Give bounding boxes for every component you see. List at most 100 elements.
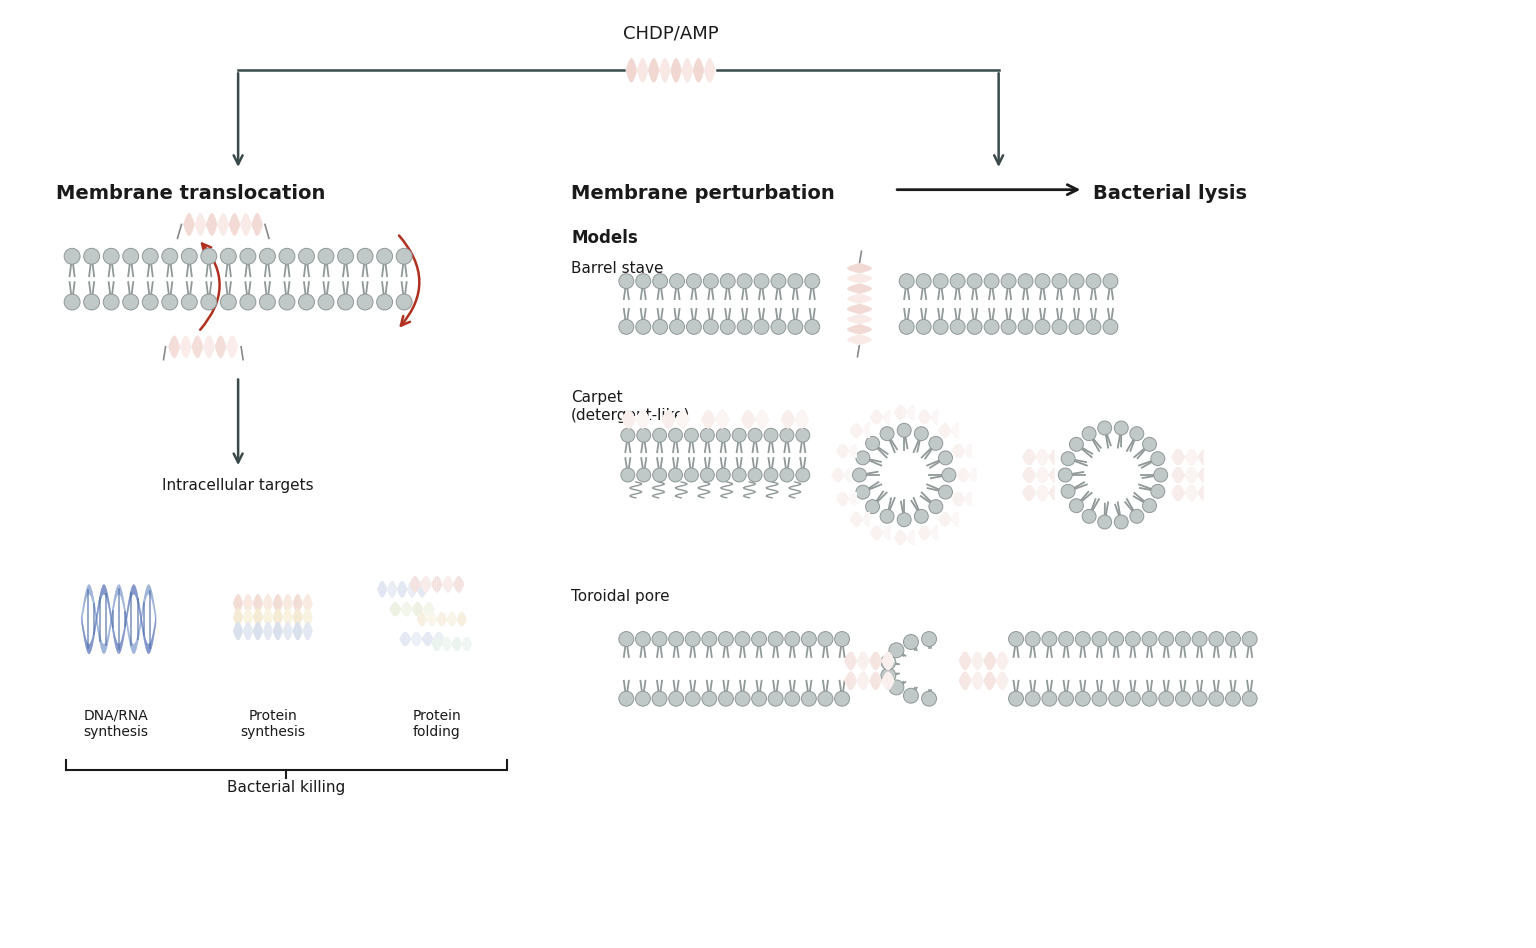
Circle shape (1009, 691, 1023, 706)
Circle shape (1209, 631, 1224, 647)
Circle shape (934, 319, 948, 335)
Circle shape (1150, 451, 1164, 465)
Text: Models: Models (571, 229, 637, 247)
Circle shape (889, 680, 903, 695)
Circle shape (1192, 691, 1207, 706)
Circle shape (880, 427, 894, 441)
Circle shape (736, 631, 750, 647)
Circle shape (720, 274, 736, 288)
Circle shape (1069, 319, 1084, 335)
Circle shape (668, 631, 684, 647)
Circle shape (1035, 274, 1051, 288)
Circle shape (1175, 691, 1190, 706)
Circle shape (685, 428, 699, 442)
Circle shape (763, 428, 777, 442)
Circle shape (1083, 509, 1097, 523)
Circle shape (181, 248, 197, 264)
Circle shape (1109, 691, 1124, 706)
Circle shape (968, 274, 982, 288)
Circle shape (358, 294, 373, 310)
Text: Carpet
(detergent-like): Carpet (detergent-like) (571, 391, 691, 423)
Circle shape (280, 248, 295, 264)
Circle shape (670, 274, 685, 288)
Circle shape (903, 634, 919, 649)
Circle shape (83, 248, 100, 264)
Circle shape (1103, 319, 1118, 335)
Circle shape (751, 691, 766, 706)
Circle shape (1025, 631, 1040, 647)
Circle shape (938, 485, 952, 499)
Circle shape (915, 319, 931, 335)
Circle shape (889, 643, 903, 658)
Circle shape (668, 691, 684, 706)
Circle shape (1143, 499, 1157, 513)
Circle shape (143, 248, 158, 264)
Circle shape (396, 294, 412, 310)
Circle shape (922, 691, 937, 706)
Circle shape (880, 668, 895, 683)
Circle shape (65, 248, 80, 264)
Circle shape (298, 294, 315, 310)
Circle shape (802, 631, 816, 647)
Circle shape (805, 274, 820, 288)
Circle shape (899, 274, 914, 288)
Circle shape (1114, 421, 1129, 435)
Circle shape (1130, 427, 1144, 441)
Circle shape (754, 274, 770, 288)
Circle shape (396, 248, 412, 264)
Circle shape (298, 248, 315, 264)
Circle shape (1001, 319, 1015, 335)
Circle shape (929, 500, 943, 514)
Circle shape (719, 631, 733, 647)
Circle shape (83, 294, 100, 310)
Text: Toroidal pore: Toroidal pore (571, 590, 670, 604)
Text: DNA/RNA
synthesis: DNA/RNA synthesis (83, 708, 149, 738)
Circle shape (1018, 319, 1034, 335)
Circle shape (780, 428, 794, 442)
Circle shape (1092, 631, 1107, 647)
Text: Membrane perturbation: Membrane perturbation (571, 184, 836, 203)
Circle shape (1192, 631, 1207, 647)
Text: Bacterial lysis: Bacterial lysis (1094, 184, 1247, 203)
Circle shape (737, 319, 753, 335)
Circle shape (621, 428, 634, 442)
Circle shape (768, 631, 783, 647)
Circle shape (796, 428, 809, 442)
Text: Intracellular targets: Intracellular targets (163, 478, 313, 493)
Circle shape (834, 631, 849, 647)
Circle shape (985, 274, 998, 288)
Circle shape (703, 319, 719, 335)
Circle shape (897, 424, 911, 437)
Circle shape (1052, 319, 1068, 335)
Circle shape (636, 274, 651, 288)
Circle shape (1158, 631, 1174, 647)
Circle shape (358, 248, 373, 264)
Circle shape (123, 294, 138, 310)
Circle shape (1083, 427, 1097, 441)
Circle shape (942, 468, 955, 482)
Circle shape (866, 436, 880, 450)
Circle shape (1158, 691, 1174, 706)
Circle shape (903, 688, 919, 703)
Circle shape (866, 500, 880, 514)
Circle shape (123, 248, 138, 264)
Circle shape (788, 319, 803, 335)
Circle shape (619, 319, 634, 335)
Circle shape (318, 294, 333, 310)
Circle shape (619, 631, 634, 647)
Circle shape (318, 248, 333, 264)
Circle shape (719, 691, 733, 706)
Circle shape (1061, 451, 1075, 465)
Circle shape (716, 428, 730, 442)
Circle shape (687, 274, 702, 288)
Circle shape (1035, 319, 1051, 335)
Circle shape (1058, 631, 1074, 647)
Circle shape (1130, 509, 1144, 523)
Circle shape (1243, 631, 1256, 647)
Circle shape (637, 428, 651, 442)
Circle shape (637, 468, 651, 482)
Circle shape (201, 248, 217, 264)
Circle shape (670, 319, 685, 335)
Circle shape (1001, 274, 1015, 288)
Text: CHDP/AMP: CHDP/AMP (622, 25, 719, 43)
